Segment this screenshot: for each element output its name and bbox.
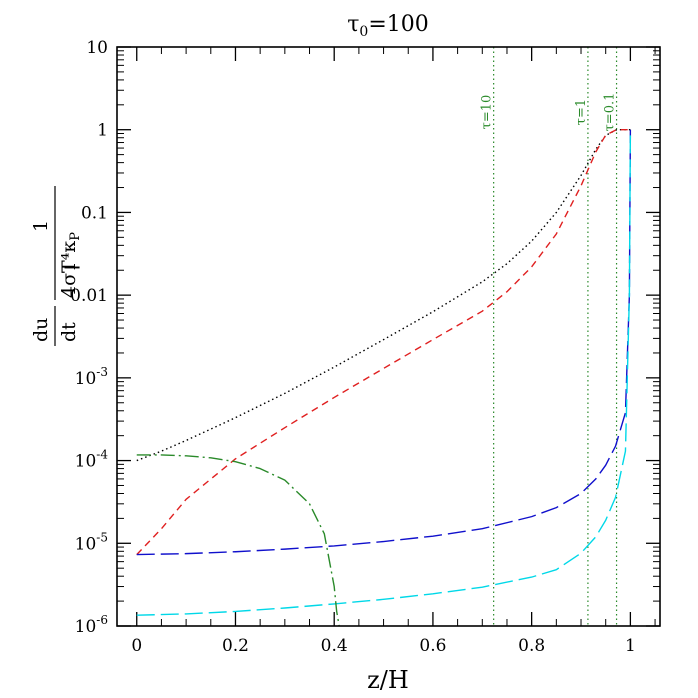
svg-text:du: du	[30, 318, 52, 342]
series-line-2	[136, 129, 632, 556]
y-tick-label: 10	[86, 38, 108, 58]
x-axis-label: z/H	[367, 666, 409, 694]
axis-ticks: 0 0.2 0.4 0.6 0.8 1 10 1 0.1 0.01 10-3 10-4 10-5 10-6	[70, 38, 660, 656]
plot-frame	[116, 46, 661, 627]
series-line-1	[136, 129, 631, 556]
series-group	[136, 129, 632, 626]
y-tick-label: 10-6	[75, 613, 108, 637]
x-tick-label: 0	[131, 636, 142, 656]
series-line-3	[136, 129, 632, 616]
chart-title: τ0=100	[347, 12, 429, 40]
tau-label: τ=10	[480, 95, 495, 130]
svg-text:−: −	[62, 253, 82, 281]
tau-label: τ=1	[574, 99, 589, 125]
y-tick-label: 0.01	[70, 286, 108, 306]
y-tick-label: 0.1	[81, 203, 108, 223]
tau-labels: τ=10 τ=1 τ=0.1	[480, 93, 618, 132]
svg-text:1: 1	[30, 220, 52, 232]
x-tick-label: 1	[625, 636, 636, 656]
svg-text:dt: dt	[58, 322, 80, 342]
y-axis-label: − du dt 1 4σT⁴κP	[30, 186, 83, 346]
y-tick-label: 10-5	[75, 530, 108, 554]
svg-text:4σT⁴κP: 4σT⁴κP	[58, 232, 83, 298]
series-line-4	[136, 454, 340, 626]
y-tick-label: 10-3	[75, 365, 108, 389]
x-tick-label: 0.4	[321, 636, 348, 656]
x-tick-label: 0.8	[518, 636, 545, 656]
x-tick-label: 0.2	[222, 636, 249, 656]
series-line-0	[136, 129, 631, 462]
tau-markers	[493, 47, 618, 626]
y-tick-label: 1	[97, 121, 108, 141]
x-tick-label: 0.6	[419, 636, 446, 656]
tau-label: τ=0.1	[603, 93, 618, 132]
y-tick-label: 10-4	[75, 448, 109, 472]
